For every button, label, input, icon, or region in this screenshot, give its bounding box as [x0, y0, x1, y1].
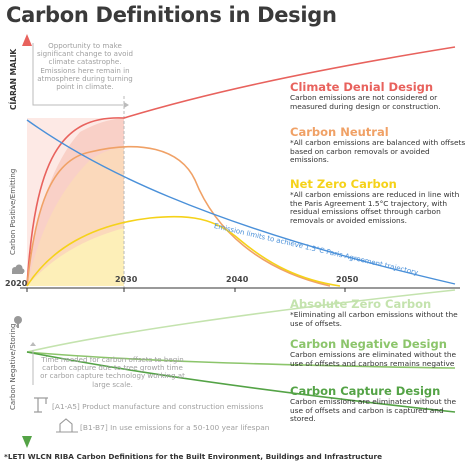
- legend-a1-a5: [A1-A5] Product manufacture and construc…: [52, 402, 264, 411]
- tick-2040: 2040: [226, 275, 249, 284]
- climate-denial-curve: [26, 46, 456, 287]
- lower-axis-label: Carbon Negative/Storing: [9, 323, 17, 410]
- definition-title: Net Zero Carbon: [290, 177, 397, 191]
- offset-time-note: Time needed for carbon offsets to begin …: [40, 355, 185, 389]
- definition-desc: *All carbon emissions are reduced in lin…: [290, 190, 460, 225]
- definition-absolute-zero: Absolute Zero Carbon *Eliminating all ca…: [290, 297, 470, 328]
- net-zero-curve: [26, 215, 341, 287]
- tick-2020: 2020: [5, 279, 28, 288]
- carbon-negative-curve: [26, 351, 456, 369]
- definition-title: Carbon Negative Design: [290, 337, 447, 351]
- definition-title: Absolute Zero Carbon: [290, 297, 432, 311]
- definition-title: Carbon Neutral: [290, 125, 389, 139]
- net-zero-area: [27, 228, 124, 286]
- definition-carbon-negative: Carbon Negative Design Carbon emissions …: [290, 337, 470, 368]
- cloud-icon: [12, 264, 25, 274]
- definition-carbon-capture: Carbon Capture Design Carbon emissions a…: [290, 384, 470, 424]
- definition-net-zero: Net Zero Carbon *All carbon emissions ar…: [290, 177, 470, 225]
- carbon-capture-curve: [26, 351, 456, 413]
- paris-trajectory-line: [26, 119, 456, 285]
- definition-carbon-neutral: Carbon Neutral *All carbon emissions are…: [290, 125, 470, 165]
- crane-icon: [34, 397, 48, 413]
- tick-2050: 2050: [336, 275, 359, 284]
- footer-note: *LETI WLCN RIBA Carbon Definitions for t…: [4, 452, 383, 461]
- page-title: Carbon Definitions in Design: [6, 3, 337, 27]
- opportunity-bracket: [32, 43, 124, 106]
- definition-desc: *All carbon emissions are balanced with …: [290, 138, 466, 165]
- legend-b1-b7: [B1-B7] In use emissions for a 50-100 ye…: [80, 423, 270, 432]
- absolute-zero-curve: [26, 289, 456, 353]
- definition-title: Carbon Capture Design: [290, 384, 441, 398]
- definition-title: Climate Denial Design: [290, 80, 434, 94]
- tick-2030: 2030: [115, 275, 138, 284]
- up-arrow-icon: [22, 34, 32, 46]
- definition-desc: Carbon emissions are eliminated without …: [290, 350, 457, 368]
- tree-icon: [14, 316, 22, 328]
- definition-desc: Carbon emissions are eliminated without …: [290, 397, 457, 424]
- definition-desc: Carbon emissions are not considered or m…: [290, 93, 441, 111]
- upper-axis-label: Carbon Positive/Emitting: [9, 168, 17, 255]
- down-arrow-icon: [22, 436, 32, 448]
- building-icon: [56, 418, 78, 433]
- author-label: CÍARAN MALIK: [9, 48, 18, 110]
- carbon-neutral-curve: [26, 146, 331, 287]
- definition-climate-denial: Climate Denial Design Carbon emissions a…: [290, 80, 470, 111]
- opportunity-note: Opportunity to make significant change t…: [37, 41, 133, 92]
- definition-desc: *Eliminating all carbon emissions withou…: [290, 310, 458, 328]
